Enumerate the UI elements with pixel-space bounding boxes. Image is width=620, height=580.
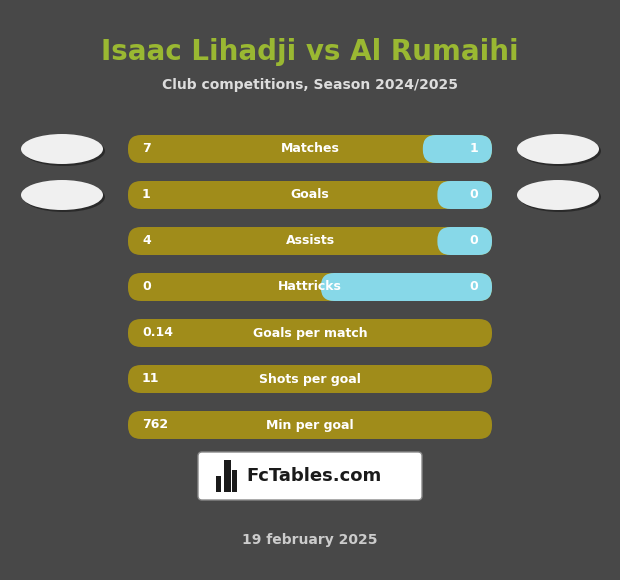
Text: 1: 1 [469,143,478,155]
Text: Club competitions, Season 2024/2025: Club competitions, Season 2024/2025 [162,78,458,92]
Text: 7: 7 [142,143,151,155]
Text: 4: 4 [142,234,151,248]
FancyBboxPatch shape [128,411,492,439]
Text: Goals per match: Goals per match [253,327,367,339]
Text: 1: 1 [142,188,151,201]
FancyBboxPatch shape [437,227,492,255]
Ellipse shape [21,134,103,164]
Text: Assists: Assists [285,234,335,248]
FancyBboxPatch shape [128,365,492,393]
Text: 0: 0 [469,234,478,248]
FancyBboxPatch shape [128,181,492,209]
FancyBboxPatch shape [128,319,492,347]
Text: 19 february 2025: 19 february 2025 [242,533,378,547]
FancyBboxPatch shape [128,135,492,163]
Text: 0: 0 [469,188,478,201]
Text: Hattricks: Hattricks [278,281,342,293]
FancyBboxPatch shape [198,452,422,500]
Text: 0: 0 [469,281,478,293]
Text: Min per goal: Min per goal [266,419,354,432]
Ellipse shape [23,182,105,212]
Text: FcTables.com: FcTables.com [246,467,381,485]
Ellipse shape [21,180,103,210]
Ellipse shape [517,134,599,164]
Ellipse shape [519,136,601,166]
Ellipse shape [23,136,105,166]
Bar [224,460,231,492]
FancyBboxPatch shape [437,181,492,209]
Text: Shots per goal: Shots per goal [259,372,361,386]
Bar [232,470,237,492]
Text: 0: 0 [142,281,151,293]
Bar [216,476,221,492]
Text: 11: 11 [142,372,159,386]
FancyBboxPatch shape [128,227,492,255]
FancyBboxPatch shape [321,273,492,301]
Text: Matches: Matches [281,143,339,155]
Text: 762: 762 [142,419,168,432]
Text: Goals: Goals [291,188,329,201]
Text: 0.14: 0.14 [142,327,173,339]
Text: Isaac Lihadji vs Al Rumaihi: Isaac Lihadji vs Al Rumaihi [101,38,519,66]
Ellipse shape [517,180,599,210]
Ellipse shape [519,182,601,212]
FancyBboxPatch shape [423,135,492,163]
FancyBboxPatch shape [128,273,492,301]
